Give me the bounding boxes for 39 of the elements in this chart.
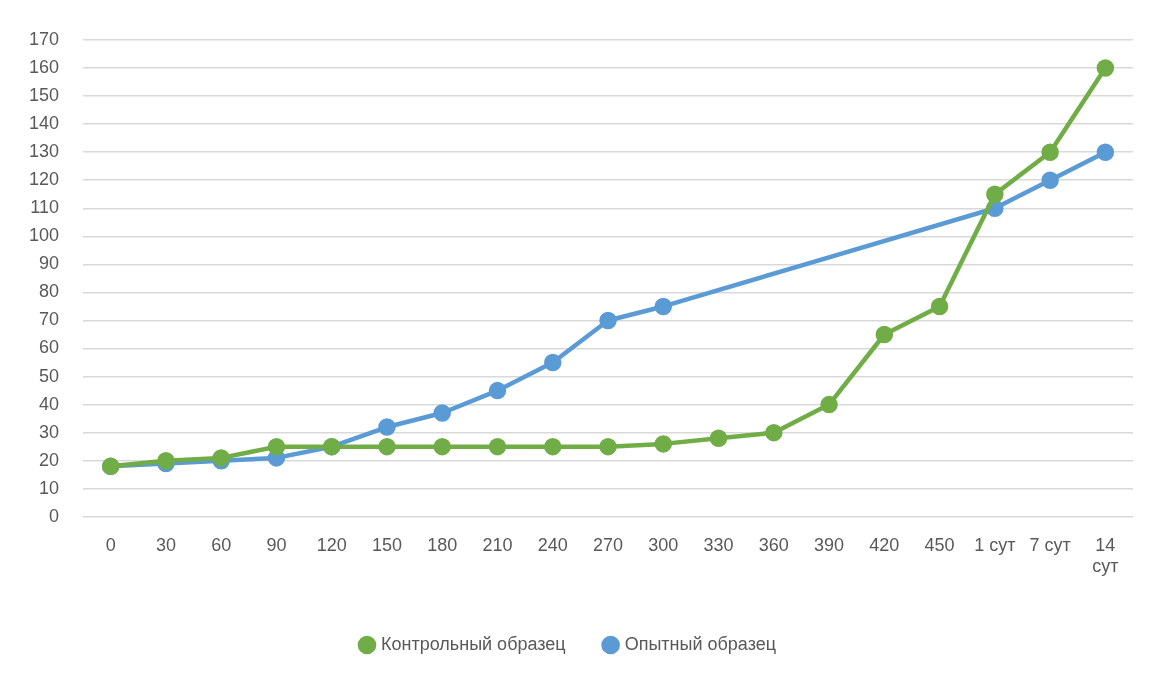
x-tick-label: 360 bbox=[758, 534, 789, 555]
x-tick-label: 240 bbox=[537, 534, 568, 555]
x-tick-label: 150 bbox=[371, 534, 402, 555]
x-tick-label: 330 bbox=[703, 534, 734, 555]
x-tick-label: 390 bbox=[814, 534, 845, 555]
y-tick-label: 40 bbox=[39, 393, 60, 414]
y-tick-label: 20 bbox=[39, 449, 60, 470]
y-tick-label: 130 bbox=[28, 141, 60, 162]
x-tick-label: 450 bbox=[924, 534, 955, 555]
y-tick-label: 160 bbox=[28, 57, 60, 78]
y-tick-label: 60 bbox=[39, 337, 60, 358]
y-tick-label: 0 bbox=[49, 505, 60, 526]
x-tick-label: 7 сут bbox=[1029, 534, 1071, 555]
x-tick-label: 180 bbox=[427, 534, 458, 555]
legend-label: Контрольный образец bbox=[381, 633, 566, 654]
x-tick-label: 60 bbox=[211, 534, 232, 555]
x-tick-label: 270 bbox=[592, 534, 624, 555]
y-tick-label: 150 bbox=[28, 85, 60, 106]
x-tick-label: 30 bbox=[155, 534, 176, 555]
x-tick-label: 120 bbox=[316, 534, 347, 555]
y-tick-label: 80 bbox=[39, 281, 60, 302]
y-tick-label: 110 bbox=[30, 197, 60, 218]
x-tick-label: 300 bbox=[648, 534, 679, 555]
x-tick-label: 1 сут bbox=[974, 534, 1016, 555]
y-tick-label: 140 bbox=[28, 113, 60, 134]
y-tick-label: 70 bbox=[39, 309, 60, 330]
y-tick-label: 100 bbox=[28, 225, 60, 246]
x-tick-label: 0 bbox=[105, 534, 116, 555]
x-tick-label: 14 сут bbox=[1092, 534, 1119, 577]
y-tick-label: 90 bbox=[39, 253, 60, 274]
x-tick-label: 210 bbox=[482, 534, 513, 555]
x-tick-label: 420 bbox=[869, 534, 900, 555]
y-tick-label: 10 bbox=[39, 477, 60, 498]
y-tick-label: 170 bbox=[28, 28, 60, 49]
x-tick-label: 90 bbox=[266, 534, 287, 555]
y-tick-label: 120 bbox=[28, 169, 60, 190]
legend-label: Опытный образец bbox=[624, 633, 776, 654]
y-tick-label: 50 bbox=[39, 365, 60, 386]
y-tick-label: 30 bbox=[39, 421, 60, 442]
